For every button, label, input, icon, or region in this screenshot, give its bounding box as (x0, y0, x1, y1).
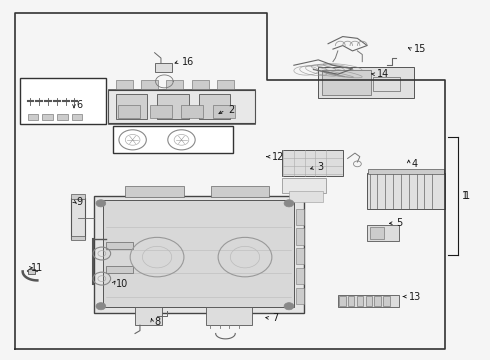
Text: 11: 11 (31, 263, 43, 273)
Text: 3: 3 (318, 162, 323, 172)
Bar (135, 307, 162, 325)
Bar (206, 307, 252, 325)
Bar (282, 149, 343, 176)
Bar (211, 186, 270, 197)
Bar (366, 296, 372, 306)
Bar (125, 186, 184, 197)
Bar (27, 114, 38, 120)
Bar (116, 80, 133, 89)
Text: 6: 6 (76, 100, 82, 110)
Bar (141, 80, 158, 89)
Bar (339, 296, 345, 306)
Bar (157, 94, 189, 119)
Text: 13: 13 (409, 292, 421, 302)
Bar (71, 198, 85, 239)
Text: 7: 7 (272, 313, 278, 323)
Bar (118, 105, 140, 118)
Bar (296, 288, 304, 304)
Circle shape (96, 200, 106, 207)
Text: 14: 14 (377, 69, 389, 79)
Bar (296, 248, 304, 264)
Text: 15: 15 (414, 44, 426, 54)
Bar (181, 105, 203, 118)
Circle shape (284, 200, 294, 207)
Bar (113, 126, 233, 153)
Bar (217, 80, 234, 89)
Bar (155, 63, 172, 72)
Circle shape (96, 303, 106, 310)
Text: 10: 10 (116, 279, 128, 289)
Text: 1: 1 (464, 191, 470, 201)
Bar (116, 94, 147, 119)
Bar (192, 80, 209, 89)
Text: 1: 1 (463, 191, 468, 201)
Bar (106, 242, 133, 249)
Bar (338, 295, 399, 307)
Text: 9: 9 (76, 197, 82, 207)
Bar (296, 209, 304, 225)
Bar (103, 200, 294, 307)
Bar (367, 173, 445, 209)
Bar (374, 296, 381, 306)
Bar (27, 269, 35, 274)
Bar (108, 89, 255, 125)
Text: 4: 4 (411, 159, 417, 169)
Bar (94, 196, 304, 313)
Bar (166, 80, 183, 89)
Bar (318, 67, 414, 98)
Bar (108, 90, 255, 123)
Bar (373, 77, 400, 91)
Text: 2: 2 (228, 105, 234, 115)
Circle shape (284, 303, 294, 310)
Bar (296, 228, 304, 244)
Text: 12: 12 (272, 152, 284, 162)
Bar (72, 114, 82, 120)
Text: 8: 8 (155, 317, 161, 327)
Bar (357, 296, 363, 306)
Bar (282, 178, 326, 193)
Text: 5: 5 (396, 218, 403, 228)
Bar (198, 94, 230, 119)
Bar (57, 114, 68, 120)
Bar (42, 114, 53, 120)
Bar (289, 192, 323, 202)
Bar (369, 226, 384, 239)
Bar (383, 296, 390, 306)
Bar (368, 169, 444, 174)
Bar (213, 105, 235, 118)
Bar (150, 105, 172, 118)
Text: 16: 16 (181, 57, 194, 67)
Bar (20, 78, 106, 125)
Bar (348, 296, 354, 306)
Bar (71, 194, 85, 199)
Bar (71, 235, 85, 240)
Bar (106, 266, 133, 273)
Bar (367, 225, 399, 241)
Bar (296, 268, 304, 284)
Bar (322, 70, 371, 95)
